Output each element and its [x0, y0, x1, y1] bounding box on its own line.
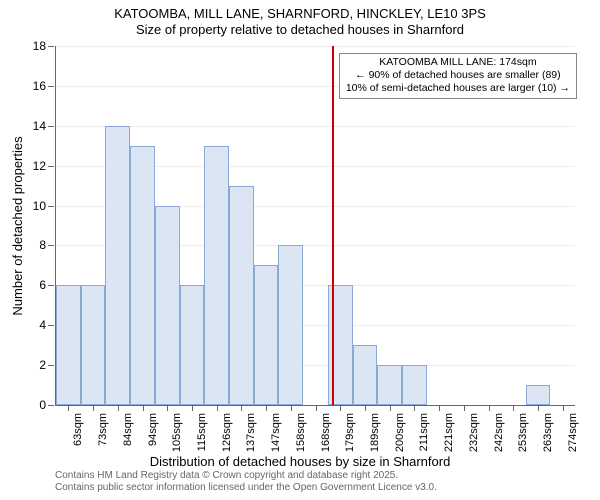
histogram-bar [155, 206, 180, 405]
x-tick-label: 63sqm [72, 413, 84, 446]
chart-container: KATOOMBA, MILL LANE, SHARNFORD, HINCKLEY… [0, 0, 600, 500]
histogram-bar [81, 285, 106, 405]
x-tick [266, 405, 267, 411]
x-tick [414, 405, 415, 411]
y-tick [48, 405, 54, 406]
histogram-bar [353, 345, 378, 405]
annotation-line-1: KATOOMBA MILL LANE: 174sqm [379, 56, 536, 68]
x-tick-label: 253sqm [517, 413, 529, 452]
gridline [56, 126, 575, 127]
x-tick [340, 405, 341, 411]
x-tick-label: 189sqm [369, 413, 381, 452]
x-tick-label: 126sqm [221, 413, 233, 452]
x-tick-label: 73sqm [97, 413, 109, 446]
y-tick-label: 12 [33, 159, 46, 173]
y-tick-label: 0 [39, 398, 46, 412]
y-tick [48, 206, 54, 207]
x-tick-label: 168sqm [320, 413, 332, 452]
reference-line [332, 46, 334, 405]
histogram-bar [56, 285, 81, 405]
x-tick-label: 147sqm [270, 413, 282, 452]
x-tick-label: 137sqm [245, 413, 257, 452]
annotation-line-3: 10% of semi-detached houses are larger (… [346, 82, 570, 94]
x-tick [217, 405, 218, 411]
y-tick-label: 10 [33, 199, 46, 213]
x-tick [489, 405, 490, 411]
y-tick [48, 126, 54, 127]
x-tick [464, 405, 465, 411]
x-tick-label: 115sqm [196, 413, 208, 451]
annotation-line-2: ← 90% of detached houses are smaller (89… [355, 69, 560, 81]
y-tick-label: 4 [39, 318, 46, 332]
y-tick-label: 14 [33, 119, 46, 133]
histogram-bar [130, 146, 155, 405]
histogram-bar [526, 385, 551, 405]
y-tick [48, 285, 54, 286]
x-tick [143, 405, 144, 411]
histogram-bar [377, 365, 402, 405]
title-line-1: KATOOMBA, MILL LANE, SHARNFORD, HINCKLEY… [114, 6, 486, 21]
x-tick [439, 405, 440, 411]
y-tick [48, 245, 54, 246]
y-tick-label: 6 [39, 278, 46, 292]
footer-note: Contains HM Land Registry data © Crown c… [55, 470, 437, 494]
x-tick-label: 232sqm [468, 413, 480, 452]
x-tick [118, 405, 119, 411]
x-tick [291, 405, 292, 411]
x-tick [316, 405, 317, 411]
x-axis-label: Distribution of detached houses by size … [0, 454, 600, 469]
y-tick-label: 16 [33, 79, 46, 93]
x-tick-label: 221sqm [443, 413, 455, 452]
y-axis-label: Number of detached properties [10, 136, 25, 315]
x-tick [563, 405, 564, 411]
title-line-2: Size of property relative to detached ho… [136, 22, 464, 37]
histogram-bar [105, 126, 130, 405]
x-tick [513, 405, 514, 411]
x-tick [93, 405, 94, 411]
y-tick [48, 86, 54, 87]
y-tick-label: 18 [33, 39, 46, 53]
chart-title: KATOOMBA, MILL LANE, SHARNFORD, HINCKLEY… [0, 6, 600, 39]
histogram-bar [278, 245, 303, 405]
footer-line-2: Contains public sector information licen… [55, 482, 437, 493]
plot-area: 02468101214161863sqm73sqm84sqm94sqm105sq… [55, 46, 575, 406]
annotation-box: KATOOMBA MILL LANE: 174sqm← 90% of detac… [339, 53, 577, 98]
histogram-bar [402, 365, 427, 405]
x-tick-label: 242sqm [493, 413, 505, 452]
x-tick [68, 405, 69, 411]
x-tick-label: 94sqm [147, 413, 159, 446]
x-tick [167, 405, 168, 411]
x-tick-label: 274sqm [567, 413, 579, 452]
x-tick-label: 84sqm [122, 413, 134, 446]
histogram-bar [254, 265, 279, 405]
x-tick-label: 200sqm [394, 413, 406, 452]
y-tick-label: 8 [39, 238, 46, 252]
x-tick-label: 211sqm [418, 413, 430, 451]
x-tick [241, 405, 242, 411]
histogram-bar [204, 146, 229, 405]
gridline [56, 46, 575, 47]
x-tick-label: 105sqm [171, 413, 183, 452]
x-tick-label: 179sqm [344, 413, 356, 452]
x-tick-label: 158sqm [295, 413, 307, 452]
x-tick [538, 405, 539, 411]
histogram-bar [180, 285, 205, 405]
x-tick [390, 405, 391, 411]
y-tick [48, 166, 54, 167]
y-tick [48, 46, 54, 47]
y-tick [48, 325, 54, 326]
histogram-bar [229, 186, 254, 405]
y-tick [48, 365, 54, 366]
y-tick-label: 2 [39, 358, 46, 372]
footer-line-1: Contains HM Land Registry data © Crown c… [55, 470, 398, 481]
x-tick [365, 405, 366, 411]
x-tick [192, 405, 193, 411]
x-tick-label: 263sqm [542, 413, 554, 452]
